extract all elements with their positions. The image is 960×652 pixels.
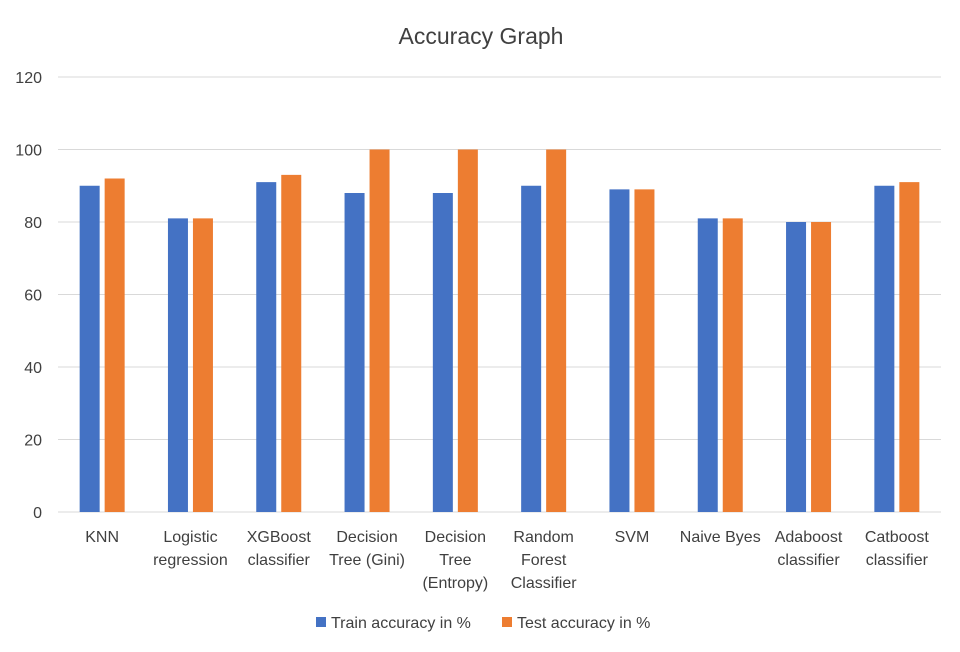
- bar-train: [609, 189, 630, 512]
- bar-train: [79, 185, 100, 512]
- x-category-label: classifier: [248, 552, 311, 569]
- x-category-label: regression: [153, 552, 228, 569]
- chart-title: Accuracy Graph: [399, 23, 564, 49]
- x-category-label: Decision: [425, 529, 486, 546]
- x-category-label: Classifier: [511, 575, 577, 592]
- x-axis-category-labels: KNN Logistic regression XGBoost classifier De…: [85, 529, 929, 592]
- x-category-label: KNN: [85, 529, 119, 546]
- x-category-label: Catboost: [865, 529, 930, 546]
- x-category-label: Adaboost: [775, 529, 843, 546]
- x-category-label: Logistic: [163, 529, 217, 546]
- y-tick-label: 0: [33, 505, 42, 522]
- x-category-label: classifier: [866, 552, 929, 569]
- y-tick-label: 80: [24, 215, 42, 232]
- bar-test: [369, 149, 390, 512]
- bar-test: [457, 149, 478, 512]
- bar-test: [634, 189, 655, 512]
- bar-test: [281, 174, 302, 512]
- x-category-label: Tree (Gini): [329, 552, 405, 569]
- bar-test: [811, 222, 832, 512]
- x-category-label: Tree: [439, 552, 471, 569]
- legend-swatch-train: [316, 617, 326, 627]
- bar-train: [167, 218, 188, 512]
- x-category-label: Random: [513, 529, 573, 546]
- bar-test: [192, 218, 213, 512]
- bar-test: [899, 182, 920, 512]
- x-category-label: SVM: [615, 529, 650, 546]
- bar-train: [786, 222, 807, 512]
- bar-train: [344, 193, 365, 512]
- y-tick-label: 100: [15, 143, 42, 160]
- bars: [79, 149, 920, 512]
- bar-train: [697, 218, 718, 512]
- legend-swatch-test: [502, 617, 512, 627]
- x-category-label: Forest: [521, 552, 567, 569]
- x-category-label: Decision: [336, 529, 397, 546]
- y-tick-label: 40: [24, 360, 42, 377]
- bar-train: [256, 182, 277, 512]
- bar-test: [722, 218, 743, 512]
- bar-train: [874, 185, 895, 512]
- legend-label-test: Test accuracy in %: [517, 615, 650, 632]
- y-tick-label: 60: [24, 288, 42, 305]
- y-tick-label: 20: [24, 433, 42, 450]
- legend-label-train: Train accuracy in %: [331, 615, 471, 632]
- x-category-label: Naive Byes: [680, 529, 761, 546]
- bar-train: [521, 185, 542, 512]
- bar-train: [432, 193, 453, 512]
- x-category-label: (Entropy): [422, 575, 488, 592]
- bar-test: [104, 178, 125, 512]
- legend: Train accuracy in % Test accuracy in %: [316, 615, 650, 632]
- y-axis-tick-labels: 0 20 40 60 80 100 120: [15, 70, 42, 522]
- x-category-label: XGBoost: [247, 529, 312, 546]
- x-category-label: classifier: [777, 552, 840, 569]
- y-tick-label: 120: [15, 70, 42, 87]
- bar-test: [546, 149, 567, 512]
